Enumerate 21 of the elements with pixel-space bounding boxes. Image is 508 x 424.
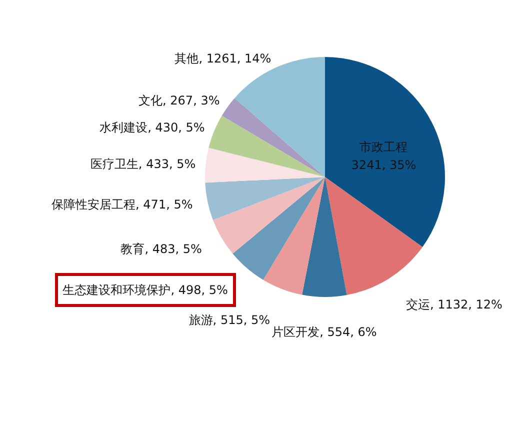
pie-slice [208,116,325,177]
slice-label: 教育, 483, 5% [120,242,202,256]
slice-label: 水利建设, 430, 5% [100,120,205,134]
slice-label: 旅游, 515, 5% [188,313,270,328]
slice-label: 市政工程 [360,140,408,154]
pie-slice [325,177,422,296]
slice-label: 生态建设和环境保护, 498, 5% [62,283,228,298]
slice-label: 保障性安居工程, 471, 5% [52,198,193,212]
pie-slice [325,57,445,247]
data-label: 3241, 35% [351,158,416,172]
slice-label: 其他, 1261, 14% [174,52,272,66]
pie-slice [222,98,325,177]
slice-label: 交运, 1132, 12% [406,298,502,312]
slice-label: 片区开发, 554, 6% [272,325,377,339]
slice-label: 文化, 267, 3% [138,94,220,108]
pie-slice [205,148,325,183]
pie-slice [212,177,325,254]
pie-slice [232,177,325,280]
pie-slice [302,177,347,297]
pie-slice [263,177,325,295]
slice-label: 医疗卫生, 433, 5% [90,157,196,172]
